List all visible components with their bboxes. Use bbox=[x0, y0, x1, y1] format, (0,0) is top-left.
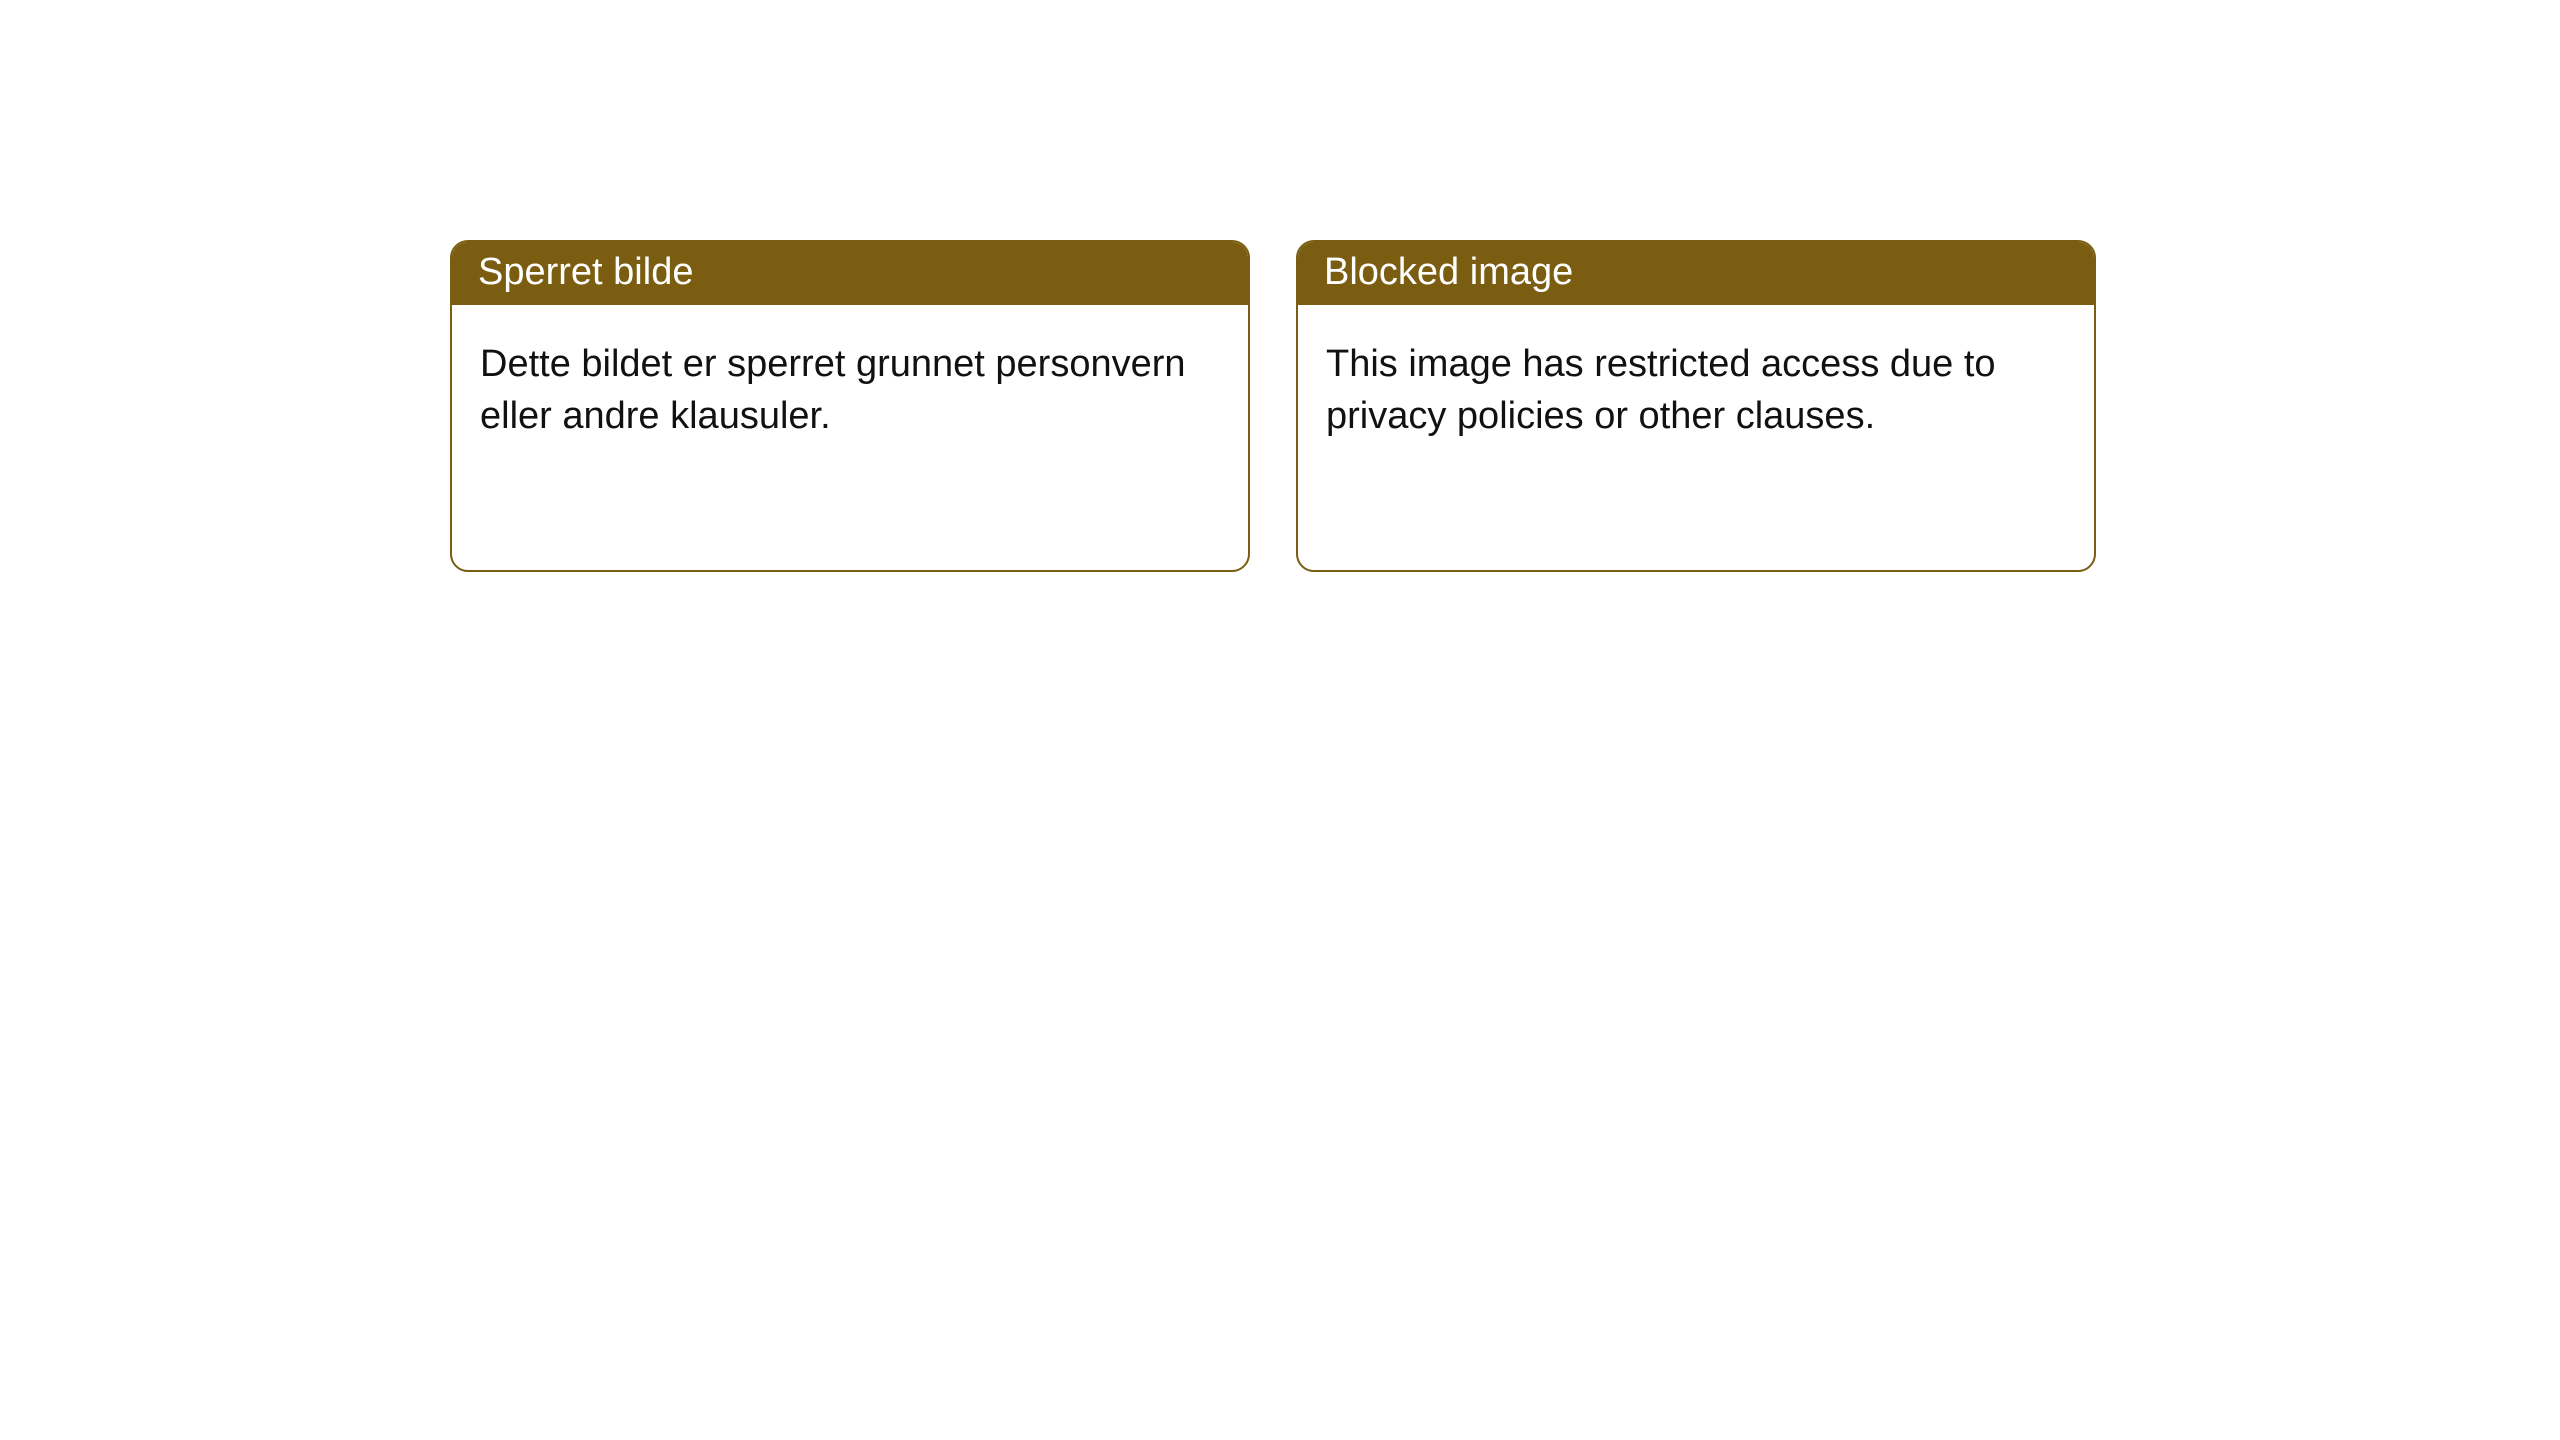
notice-card-english: Blocked image This image has restricted … bbox=[1296, 240, 2096, 572]
notice-card-body: Dette bildet er sperret grunnet personve… bbox=[452, 305, 1248, 470]
notice-card-title: Blocked image bbox=[1298, 242, 2094, 305]
notice-card-body: This image has restricted access due to … bbox=[1298, 305, 2094, 470]
notice-card-title: Sperret bilde bbox=[452, 242, 1248, 305]
notice-container: Sperret bilde Dette bildet er sperret gr… bbox=[450, 240, 2096, 572]
notice-card-norwegian: Sperret bilde Dette bildet er sperret gr… bbox=[450, 240, 1250, 572]
